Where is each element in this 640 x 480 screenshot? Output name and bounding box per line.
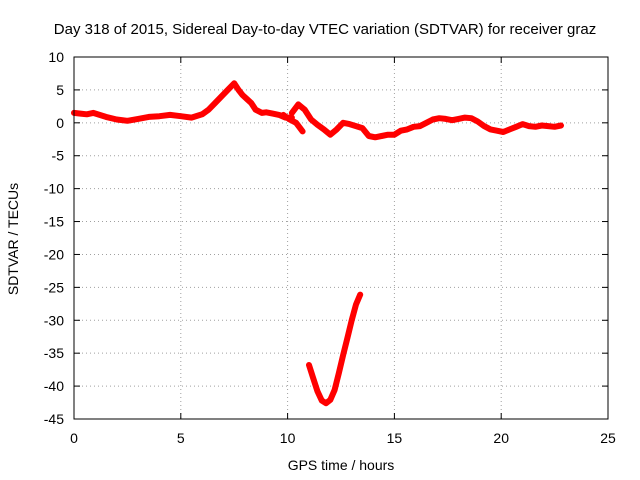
y-tick-label: -20 <box>44 246 64 262</box>
series-line-2 <box>280 111 306 135</box>
series-layer <box>71 80 564 407</box>
plot-frame <box>73 56 609 420</box>
y-tick-label: -5 <box>52 148 65 164</box>
x-tick-label: 10 <box>280 430 296 446</box>
y-axis-label: SDTVAR / TECUs <box>5 183 21 295</box>
grid-layer <box>74 57 608 419</box>
x-axis-label: GPS time / hours <box>288 457 395 473</box>
y-tick-label: 0 <box>56 115 64 131</box>
tick-layer: 0 5 10 15 20 25 <box>70 56 616 446</box>
series-line-1 <box>288 101 564 141</box>
chart-title: Day 318 of 2015, Sidereal Day-to-day VTE… <box>54 21 596 38</box>
x-tick-label: 25 <box>600 430 616 446</box>
y-tick-label: -25 <box>44 279 64 295</box>
y-tick-label: -15 <box>44 214 64 230</box>
x-tick-label: 0 <box>70 430 78 446</box>
y-tick-label: -45 <box>44 411 64 427</box>
y-tick-label: 10 <box>48 49 64 65</box>
x-tick-label: 5 <box>177 430 185 446</box>
y-tick-label: -10 <box>44 181 64 197</box>
y-tick-label: -30 <box>44 312 64 328</box>
series-line-3 <box>306 291 364 407</box>
y-tick-label: -40 <box>44 378 64 394</box>
x-tick-label: 15 <box>387 430 403 446</box>
y-tick-label: -35 <box>44 345 64 361</box>
y-tick-label: 5 <box>56 82 64 98</box>
x-tick-label: 20 <box>493 430 509 446</box>
series-line-0 <box>71 80 295 124</box>
